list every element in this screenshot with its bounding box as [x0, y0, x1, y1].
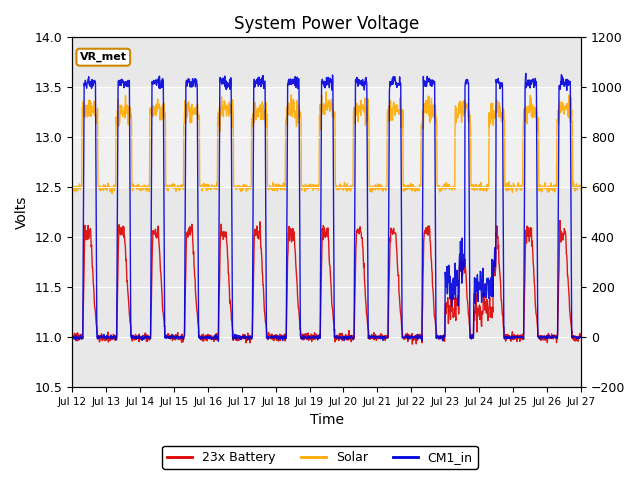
Text: VR_met: VR_met: [80, 52, 127, 62]
Y-axis label: Volts: Volts: [15, 196, 29, 229]
X-axis label: Time: Time: [310, 413, 344, 427]
Legend: 23x Battery, Solar, CM1_in: 23x Battery, Solar, CM1_in: [163, 446, 477, 469]
Title: System Power Voltage: System Power Voltage: [234, 15, 419, 33]
Bar: [72, 87, 581, 187]
